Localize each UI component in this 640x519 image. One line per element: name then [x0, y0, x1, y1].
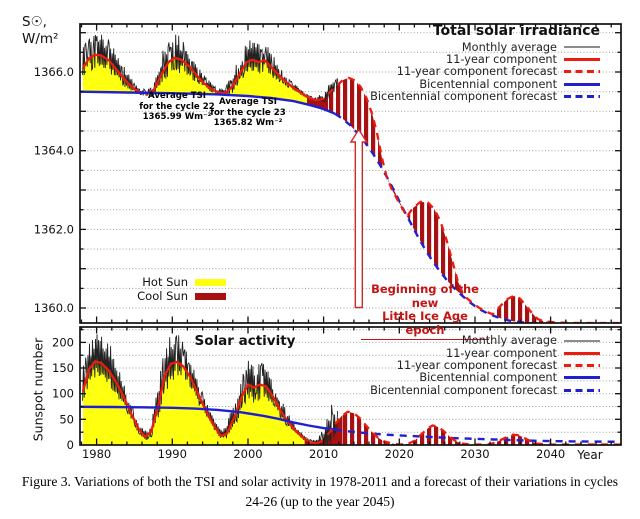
y-tick-label: 50	[59, 412, 74, 426]
annotation-line: for the cycle 23	[210, 107, 286, 118]
x-tick-label: 1980	[82, 447, 111, 461]
tsi-axis-unit-line2: W/m²	[22, 31, 59, 47]
legend-row-monthly-average: Monthly average	[461, 40, 600, 54]
plot-axes: 1366.0 1364.0 1362.0 1360.0	[34, 23, 622, 324]
activity-legend: Monthly average 11-year component 11-yea…	[370, 334, 600, 397]
year-axis-label: Year	[577, 448, 603, 462]
legend-label: 11-year component forecast	[396, 65, 557, 79]
tsi-chart-title: Total solar irradiance	[432, 23, 600, 39]
average-tsi-cycle23-annotation: Average TSI for the cycle 23 1365.82 Wm⁻…	[199, 97, 297, 129]
plot-activity-data	[80, 329, 621, 445]
bicentennial-line-sample	[564, 376, 600, 380]
y-tick-label: 1364.0	[34, 144, 74, 158]
bicentennial-forecast-line-sample	[564, 388, 600, 392]
x-tick-label: 2040	[536, 447, 565, 461]
activity-chart-title: Solar activity	[194, 333, 296, 349]
legend-row-bicentennial-forecast: Bicentennial component forecast	[370, 90, 600, 104]
x-tick-label: 2000	[233, 447, 262, 461]
tsi-legend: Total solar irradiance Monthly average 1…	[370, 23, 600, 103]
legend-label: 11-year component forecast	[396, 358, 557, 372]
tsi-axis-unit-label: S☉, W/m²	[22, 14, 76, 48]
legend-label: 11-year component	[446, 346, 557, 360]
eleven-year-forecast-line-sample	[564, 363, 600, 367]
legend-row-monthly-average: Monthly average	[461, 334, 600, 348]
cool-sun-label: Cool Sun	[137, 289, 188, 303]
cool-sun-forecast-fill	[342, 411, 621, 445]
annotation-line: Average TSI	[218, 97, 278, 107]
hot-sun-swatch	[195, 278, 226, 286]
legend-label: Bicentennial component forecast	[370, 383, 557, 397]
caption-line1: Figure 3. Variations of both the TSI and…	[21, 474, 619, 489]
y-tick-label: 1366.0	[34, 65, 74, 79]
eleven-year-line-sample	[564, 58, 600, 62]
eleven-year-component-line	[82, 53, 324, 102]
legend-row-bicentennial-forecast: Bicentennial component forecast	[370, 383, 600, 397]
annotation-value: 1365.99 Wm⁻²	[142, 112, 212, 123]
legend-label: Bicentennial component	[419, 371, 557, 385]
little-ice-age-annotation: Beginning of the new Little Ice Age epoc…	[361, 282, 489, 340]
charts-svg: 1366.0 1364.0 1362.0 1360.0 0 50 100 150 200 1980…	[34, 23, 622, 461]
cool-sun-observed-fill	[307, 94, 329, 111]
bicentennial-component-line	[80, 90, 336, 115]
x-tick-label: 2010	[309, 447, 338, 461]
eleven-year-line-sample	[564, 351, 600, 355]
legend-label: 11-year component	[446, 53, 557, 67]
legend-label: Bicentennial component	[419, 77, 557, 91]
annotation-line: Beginning of the new	[371, 282, 479, 310]
y-tick-label: 1362.0	[34, 222, 74, 236]
fill-legend: Hot Sun Cool Sun	[118, 275, 226, 303]
legend-label: Monthly average	[461, 40, 557, 54]
x-tick-label: 1990	[158, 447, 187, 461]
legend-row-11-year-forecast: 11-year component forecast	[396, 358, 600, 372]
caption-line2: 24-26 (up to the year 2045)	[245, 493, 395, 509]
y-tick-label: 0	[67, 438, 74, 452]
monthly-average-line-sample	[564, 339, 600, 342]
hot-sun-label: Hot Sun	[142, 275, 188, 289]
legend-row-11-year: 11-year component	[446, 53, 600, 67]
annotation-line: Little Ice Age epoch	[382, 309, 468, 337]
legend-label: Monthly average	[461, 334, 557, 348]
eleven-year-component-line	[81, 360, 325, 445]
cool-sun-forecast-fill	[328, 77, 621, 323]
cool-sun-row: Cool Sun	[118, 289, 226, 303]
legend-label: Bicentennial component forecast	[370, 90, 557, 104]
x-tick-label: 2030	[460, 447, 489, 461]
cool-sun-observed-fill	[304, 415, 343, 445]
legend-row-11-year-forecast: 11-year component forecast	[396, 65, 600, 79]
annotation-value: 1365.82 Wm⁻²	[213, 118, 283, 129]
eleven-year-forecast-line	[322, 410, 621, 445]
bicentennial-line-sample	[564, 82, 600, 86]
x-tick-label: 2020	[385, 447, 414, 461]
eleven-year-forecast-line-sample	[564, 70, 600, 74]
legend-row-11-year: 11-year component	[446, 346, 600, 360]
sunspot-axis-label: Sunspot number	[30, 337, 46, 442]
plot-axes: 0 50 100 150 200 1980 1990 2000 2010 2020 2030 2040	[52, 326, 622, 461]
y-tick-label: 100	[52, 387, 74, 401]
average-tsi-cycle22-annotation: Average TSI for the cycle 22 1365.99 Wm⁻…	[128, 91, 226, 123]
bicentennial-forecast-line-sample	[564, 95, 600, 99]
hot-sun-fill	[83, 361, 305, 445]
plot-tsi-data	[80, 32, 621, 323]
little-ice-age-arrow	[349, 128, 368, 309]
y-tick-label: 1360.0	[34, 301, 74, 315]
tsi-axis-unit-line1: S☉,	[22, 14, 47, 30]
bicentennial-component-line	[80, 405, 336, 431]
y-tick-label: 200	[52, 335, 74, 349]
annotation-line: for the cycle 22	[139, 101, 215, 112]
figure-caption: Figure 3. Variations of both the TSI and…	[0, 472, 640, 511]
cool-sun-swatch	[195, 292, 226, 300]
hot-sun-row: Hot Sun	[118, 275, 226, 289]
monthly-average-line-sample	[564, 46, 600, 49]
charts-dynamic-layer: 1366.0 1364.0 1362.0 1360.0 0 50 100 150 200 1980…	[34, 23, 622, 461]
annotation-line: Average TSI	[147, 91, 207, 101]
legend-row-bicentennial: Bicentennial component	[419, 371, 600, 385]
y-tick-label: 150	[52, 361, 74, 375]
legend-row-bicentennial: Bicentennial component	[419, 77, 600, 91]
